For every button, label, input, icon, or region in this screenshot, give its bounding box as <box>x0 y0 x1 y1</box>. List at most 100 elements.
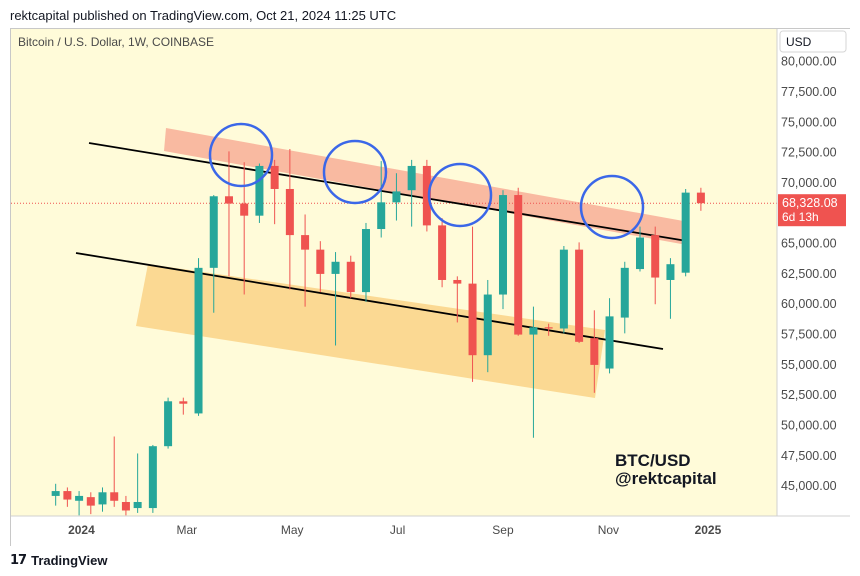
candle <box>75 491 84 516</box>
candle-body <box>575 249 584 342</box>
y-tick-label: 62,500.00 <box>781 267 837 281</box>
x-tick-label: Nov <box>598 523 619 537</box>
price-axis-panel <box>777 29 850 516</box>
candle <box>651 226 660 305</box>
candle-body <box>255 165 264 216</box>
time-axis-panel <box>11 516 850 546</box>
candle <box>422 159 431 232</box>
candle <box>483 279 492 373</box>
candle-body <box>98 492 107 505</box>
candle-body <box>51 491 60 496</box>
candle-body <box>605 316 614 369</box>
candles-layer <box>51 148 705 516</box>
rejection-circle <box>208 122 274 188</box>
publish-info: rektcapital published on TradingView.com… <box>10 8 397 23</box>
watermark-handle: @rektcapital <box>615 469 717 488</box>
tradingview-wordmark: TradingView <box>31 552 108 568</box>
candle <box>255 163 264 223</box>
candle <box>544 323 553 336</box>
candle-body <box>346 261 355 293</box>
candle <box>407 159 416 227</box>
candle <box>270 159 279 225</box>
candle <box>392 173 401 221</box>
candle <box>696 187 705 211</box>
candle <box>498 190 507 310</box>
candle <box>164 397 173 449</box>
x-tick-label: 2025 <box>695 523 722 537</box>
x-tick-label: Jul <box>390 523 405 537</box>
y-tick-label: 75,000.00 <box>781 115 837 129</box>
candle <box>133 453 142 513</box>
y-tick-label: 55,000.00 <box>781 358 837 372</box>
candle <box>514 187 523 336</box>
tradingview-logo[interactable]: 17 TradingView <box>10 552 107 568</box>
candle <box>51 483 60 506</box>
candle-body <box>209 196 218 268</box>
candle <box>121 495 130 516</box>
candle <box>224 151 233 277</box>
y-tick-label: 80,000.00 <box>781 55 837 69</box>
candle-body <box>407 165 416 191</box>
candle-body <box>681 192 690 273</box>
candle <box>86 492 95 515</box>
x-tick-label: Sep <box>492 523 514 537</box>
candle-body <box>529 327 538 335</box>
rejection-circle <box>427 162 493 228</box>
candle-body <box>121 501 130 511</box>
candle-body <box>590 338 599 365</box>
candle-body <box>544 327 553 329</box>
candle-body <box>392 191 401 203</box>
candle-body <box>620 267 629 318</box>
candle <box>316 241 325 293</box>
y-tick-label: 45,000.00 <box>781 479 837 493</box>
watermark-pair: BTC/USD <box>615 451 691 470</box>
candle-body <box>361 229 370 293</box>
candle <box>148 444 157 513</box>
candle <box>575 242 584 344</box>
candle <box>331 252 340 346</box>
circle-annotations-layer <box>208 122 645 240</box>
y-tick-label: 72,500.00 <box>781 146 837 160</box>
candle-body <box>651 235 660 278</box>
plot-area <box>11 29 777 516</box>
candle-body <box>240 203 249 216</box>
candle-body <box>63 491 72 500</box>
y-tick-label: 65,000.00 <box>781 237 837 251</box>
candle <box>63 487 72 507</box>
candle-body <box>514 195 523 335</box>
candle-body <box>331 261 340 274</box>
candle-body <box>110 492 119 501</box>
candle <box>98 487 107 512</box>
candle <box>194 258 203 416</box>
candle-body <box>483 294 492 356</box>
candle <box>666 258 675 319</box>
axis-layer: USD 80,000.00 77,500.00 75,000.00 72,500.00 7… <box>11 29 850 546</box>
candle <box>209 195 218 313</box>
bar-countdown: 6d 13h <box>782 210 819 224</box>
candle-body <box>635 237 644 270</box>
currency-box <box>779 30 847 53</box>
candle-body <box>316 249 325 274</box>
candle <box>110 436 119 507</box>
candle <box>438 218 447 288</box>
candle <box>240 162 249 295</box>
candle-body <box>422 165 431 226</box>
candle-body <box>696 192 705 204</box>
candle-body <box>468 283 477 356</box>
lower-trendline <box>75 252 664 350</box>
candle <box>285 148 294 290</box>
candle <box>301 214 310 307</box>
candle <box>529 306 538 438</box>
candle <box>635 226 644 272</box>
candle-body <box>148 446 157 509</box>
candle-body <box>270 165 279 189</box>
candle-body <box>559 249 568 329</box>
candle <box>681 188 690 277</box>
chart-title: Bitcoin / U.S. Dollar, 1W, COINBASE <box>18 35 214 49</box>
candle-body <box>133 501 142 509</box>
y-tick-label: 52,500.00 <box>781 388 837 402</box>
candle <box>605 298 614 374</box>
last-price-value: 68,328.08 <box>782 196 838 210</box>
candle <box>468 226 477 382</box>
candle <box>377 161 386 238</box>
